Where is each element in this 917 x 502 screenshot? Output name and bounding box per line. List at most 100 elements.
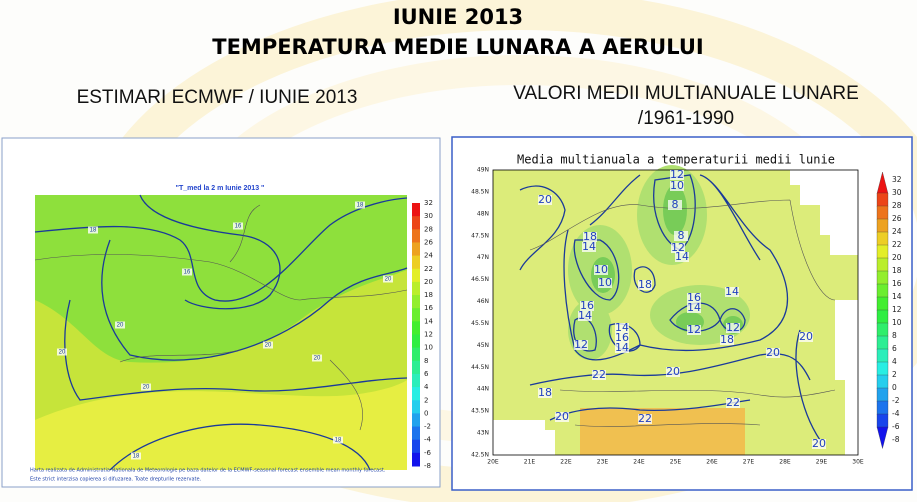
- colorbar-label: -2: [424, 423, 431, 431]
- lon-label: 28E: [779, 459, 791, 466]
- colorbar-label: 4: [424, 383, 429, 391]
- colorbar-label: 28: [892, 201, 902, 210]
- contour-label-bg: [670, 181, 684, 191]
- colorbar-segment: [876, 244, 889, 259]
- contour-label: 10: [598, 276, 612, 289]
- colorbar-segment: [876, 335, 889, 350]
- colorbar-segment: [412, 452, 420, 467]
- colorbar-segment: [412, 426, 420, 441]
- contour-label-bg: [675, 252, 689, 262]
- contour-label-bg: [88, 226, 98, 234]
- colorbar-segment: [876, 413, 889, 428]
- colorbar-segment: [412, 295, 420, 309]
- contour-label: 14: [582, 240, 596, 253]
- colorbar-label: -2: [892, 396, 900, 405]
- contour-label: 10: [594, 263, 608, 276]
- contour-label: 14: [725, 285, 739, 298]
- contour-label-bg: [141, 383, 151, 391]
- contour-label-bg: [666, 367, 680, 377]
- colorbar-segment: [876, 348, 889, 363]
- colorbar-label: 12: [892, 305, 902, 314]
- contour-label-bg: [726, 323, 740, 333]
- lon-label: 23E: [597, 459, 609, 466]
- lon-label: 22E: [560, 459, 572, 466]
- colorbar-label: 2: [424, 396, 428, 404]
- lat-label: 43N: [477, 430, 489, 437]
- colorbar-segment: [876, 205, 889, 220]
- contour-label: 8: [678, 229, 685, 242]
- lat-label: 44N: [477, 386, 489, 393]
- contour-label: 20: [117, 323, 124, 329]
- colorbar-segment: [412, 229, 420, 243]
- title: IUNIE 2013: [393, 5, 523, 29]
- colorbar-label: 20: [424, 278, 433, 286]
- colorbar-segment: [412, 413, 420, 428]
- left-map-title: "T_med la 2 m Iunie 2013 ": [176, 185, 265, 192]
- contour-label: 14: [615, 321, 629, 334]
- colorbar-label: 24: [424, 252, 433, 260]
- contour-label: 20: [385, 277, 392, 283]
- contour-label-bg: [383, 275, 393, 283]
- colorbar-segment: [876, 296, 889, 311]
- contour-label-bg: [131, 452, 141, 460]
- colorbar-segment: [412, 308, 420, 322]
- contour-label: 20: [314, 356, 321, 362]
- colorbar-label: 32: [892, 175, 902, 184]
- contour-label: 22: [726, 396, 740, 409]
- contour-label-bg: [615, 333, 629, 343]
- contour-label: 20: [143, 385, 150, 391]
- colorbar-label: 30: [424, 212, 433, 220]
- contour-label: 16: [580, 299, 594, 312]
- contour-label-bg: [574, 340, 588, 350]
- contour-label-bg: [726, 398, 740, 408]
- contour-label-bg: [580, 301, 594, 311]
- colorbar-segment: [412, 268, 420, 283]
- lat-label: 42.5N: [471, 452, 489, 459]
- colorbar-label: 26: [892, 214, 902, 223]
- colorbar-label: 0: [424, 409, 428, 417]
- colorbar-label: -8: [892, 435, 900, 444]
- contour-label-bg: [725, 287, 739, 297]
- contour-label-bg: [638, 280, 652, 290]
- colorbar-label: 6: [424, 370, 429, 378]
- colorbar-label: 4: [892, 357, 897, 366]
- right-heading: /1961-1990: [638, 108, 734, 129]
- colorbar-label: 6: [892, 344, 897, 353]
- contour-label: 18: [133, 454, 140, 460]
- contour-label: 14: [675, 250, 689, 263]
- colorbar-segment: [412, 373, 420, 388]
- colorbar-segment: [412, 203, 420, 217]
- contour-label-bg: [312, 354, 322, 362]
- contour-label-bg: [355, 201, 365, 209]
- colorbar-segment: [412, 360, 420, 375]
- lat-label: 45.5N: [471, 320, 489, 327]
- colorbar-segment: [876, 361, 889, 376]
- colorbar-segment: [876, 218, 889, 233]
- contour-label-bg: [687, 303, 701, 313]
- lon-label: 25E: [670, 459, 682, 466]
- contour-label-bg: [333, 436, 343, 444]
- contour-label-bg: [594, 265, 608, 275]
- lon-label: 20E: [487, 459, 499, 466]
- lon-label: 26E: [706, 459, 718, 466]
- contour-label-bg: [582, 242, 596, 252]
- contour-label: 12: [671, 241, 685, 254]
- colorbar-segment: [412, 387, 420, 401]
- contour-label-bg: [598, 278, 612, 288]
- colorbar-segment: [412, 255, 420, 270]
- left-footer: Harta realizata de Administratia Nationa…: [30, 468, 386, 474]
- lat-label: 43.5N: [471, 408, 489, 415]
- contour-label-bg: [263, 341, 273, 349]
- lat-label: 45N: [477, 342, 489, 349]
- lat-label: 47.5N: [471, 232, 489, 239]
- colorbar-segment: [412, 347, 420, 362]
- contour-label: 12: [574, 338, 588, 351]
- contour-label-bg: [799, 332, 813, 342]
- contour-label: 22: [592, 368, 606, 381]
- lon-label: 27E: [743, 459, 755, 466]
- colorbar-segment: [876, 309, 889, 324]
- subtitle: TEMPERATURA MEDIE LUNARA A AERULUI: [212, 35, 703, 59]
- contour-label-bg: [592, 370, 606, 380]
- left-heading: ESTIMARI ECMWF / IUNIE 2013: [77, 87, 358, 108]
- contour-label: 16: [235, 224, 242, 230]
